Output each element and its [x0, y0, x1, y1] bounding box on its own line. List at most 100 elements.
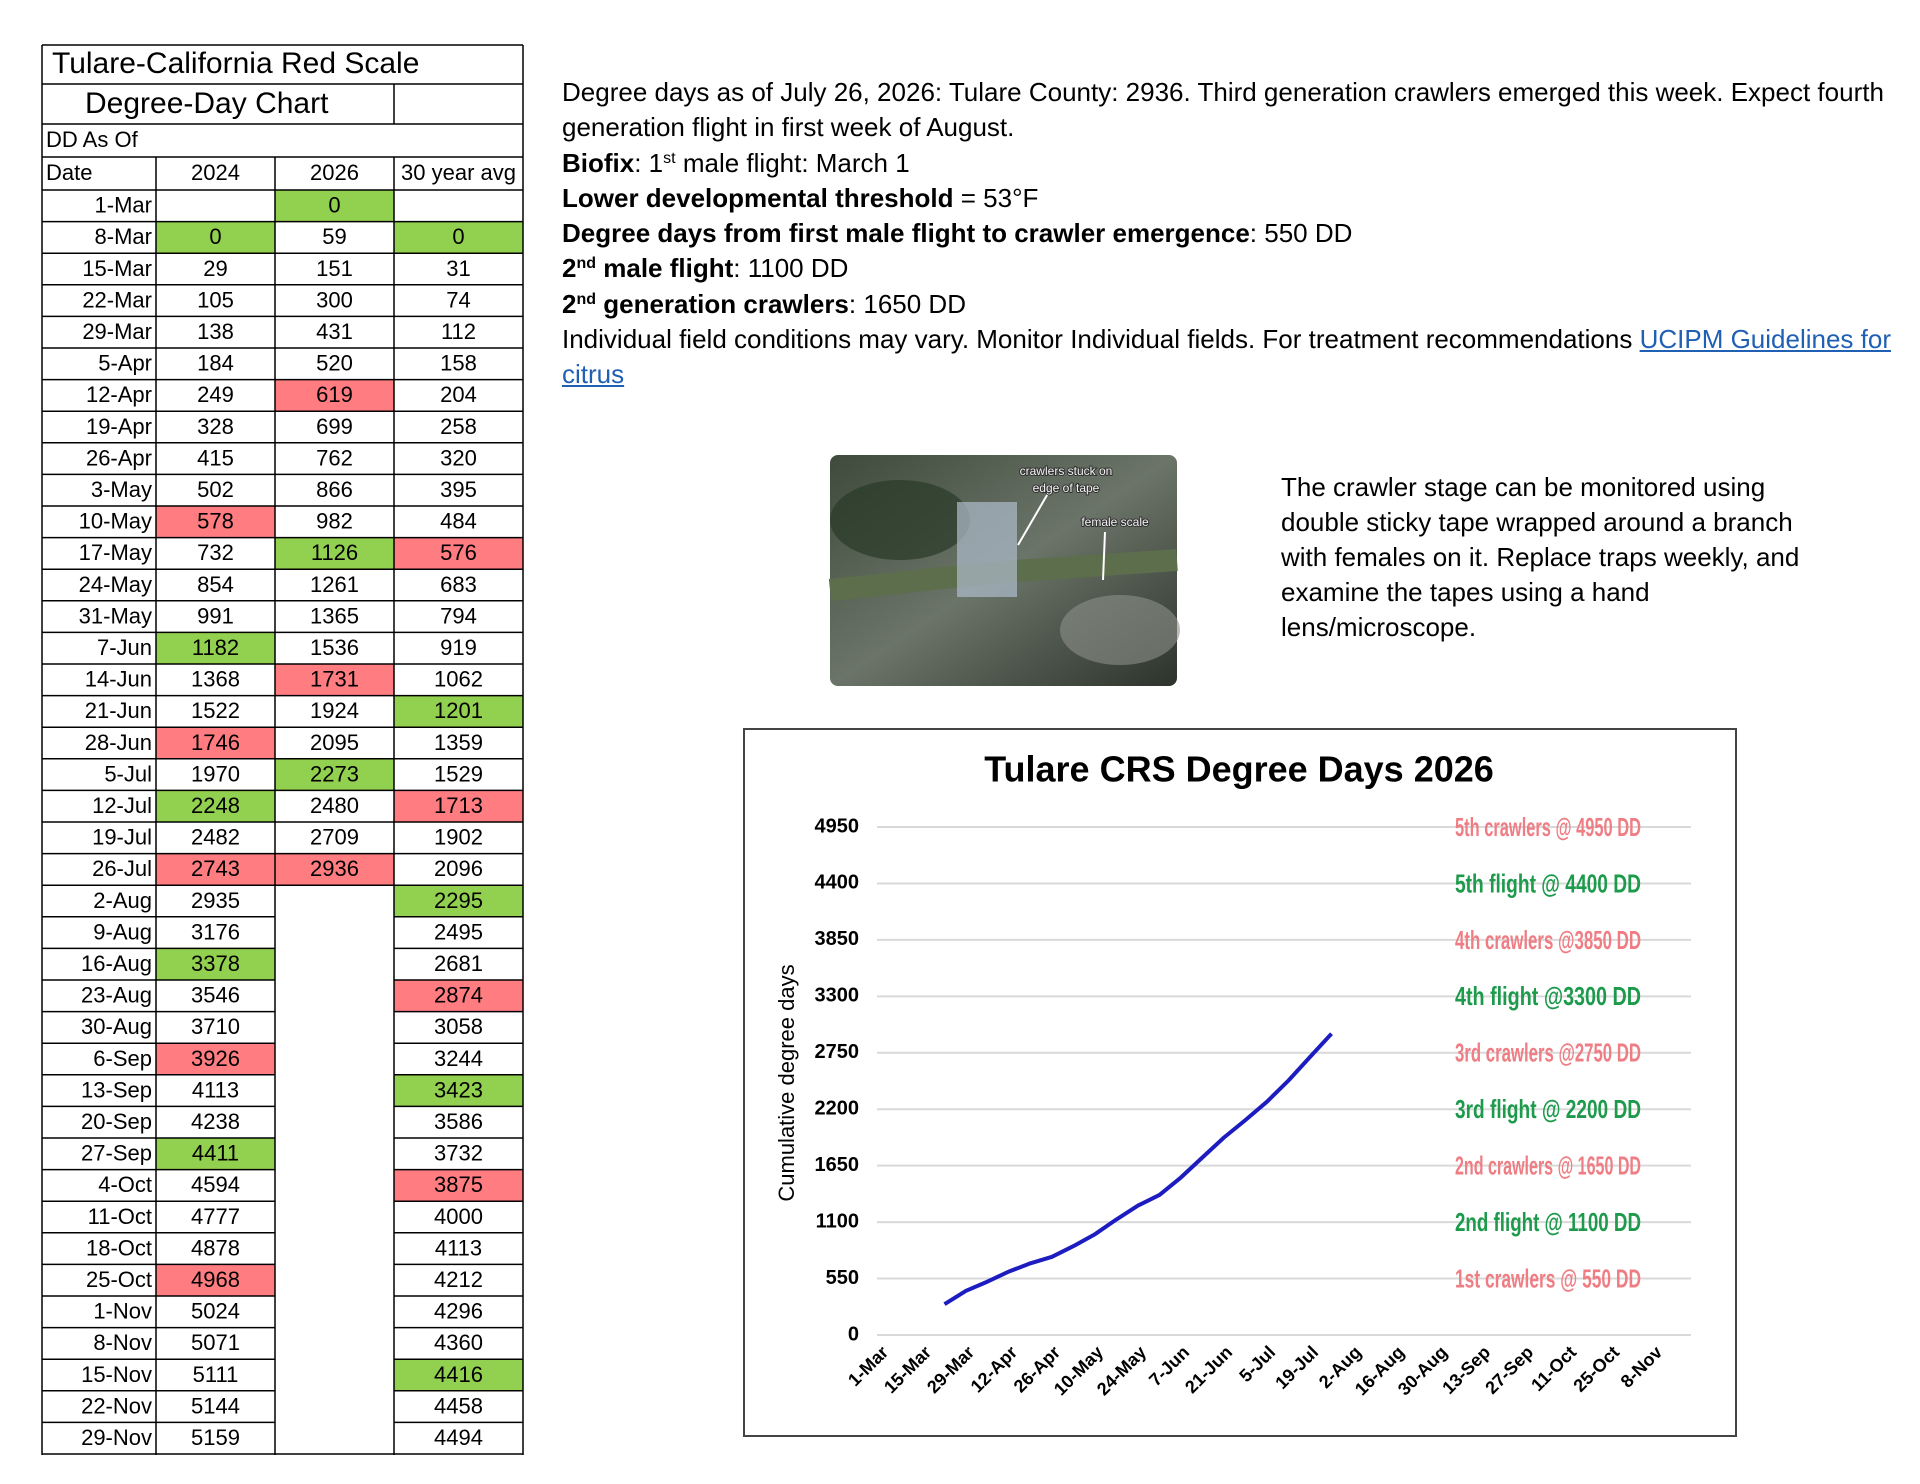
row-date: 18-Oct	[86, 1235, 152, 1260]
cell-value: 258	[440, 414, 477, 439]
column-header: 30 year avg	[401, 160, 516, 185]
text-run: Lower developmental threshold	[562, 182, 954, 213]
cell-value: 5159	[191, 1425, 240, 1450]
cell-value: 578	[197, 509, 234, 534]
cell-value: 1368	[191, 667, 240, 692]
cell-value: 4238	[191, 1109, 240, 1134]
cell-value: 5024	[191, 1299, 240, 1324]
link[interactable]: UCIPM Guidelines for citrus	[562, 324, 1891, 390]
cell-value: 1261	[310, 572, 359, 597]
cell-value: 3546	[191, 983, 240, 1008]
cell-highlight	[275, 537, 394, 570]
row-date: 21-Jun	[85, 698, 152, 723]
cell-value: 320	[440, 445, 477, 470]
info-line: Lower developmental threshold = 53°F	[562, 181, 1892, 216]
cell-value: 184	[197, 351, 234, 376]
cell-value: 2743	[191, 856, 240, 881]
cell-value: 1924	[310, 698, 359, 723]
row-date: 20-Sep	[81, 1109, 152, 1134]
cell-value: 59	[322, 224, 346, 249]
row-date: 12-Jul	[92, 793, 152, 818]
cell-value: 1365	[310, 603, 359, 628]
threshold-label: 2nd crawlers @ 1650 DD	[1455, 1151, 1641, 1181]
row-date: 26-Apr	[86, 445, 152, 470]
row-date: 12-Apr	[86, 382, 152, 407]
degree-day-table: Tulare-California Red Scale Degree-Day Ch…	[41, 44, 524, 1455]
cell-value: 4416	[434, 1362, 483, 1387]
cell-value: 4594	[191, 1172, 240, 1197]
cell-highlight	[394, 695, 523, 728]
row-date: 19-Apr	[86, 414, 152, 439]
text-run: male flight	[596, 253, 734, 284]
row-date: 15-Mar	[82, 256, 152, 281]
cell-value: 2295	[434, 888, 483, 913]
cell-value: 982	[316, 509, 353, 534]
text-run: nd	[576, 255, 597, 273]
cell-value: 328	[197, 414, 234, 439]
cell-value: 1126	[311, 540, 358, 565]
cell-value: 1201	[434, 698, 483, 723]
cell-value: 74	[446, 287, 470, 312]
photo-label: edge of tape	[1033, 481, 1100, 495]
y-tick-label: 2200	[815, 1098, 860, 1120]
text-run: : 1650 DD	[848, 288, 966, 319]
cell-value: 1536	[310, 635, 359, 660]
y-tick-label: 1650	[815, 1154, 860, 1176]
row-date: 14-Jun	[85, 667, 152, 692]
text-run: nd	[576, 290, 597, 308]
row-date: 22-Mar	[82, 287, 152, 312]
cell-highlight	[156, 1043, 275, 1075]
cell-value: 29	[203, 256, 227, 281]
cell-value: 3586	[434, 1109, 483, 1134]
cell-value: 0	[328, 193, 340, 218]
cell-value: 3058	[434, 1014, 483, 1039]
y-tick-label: 3850	[815, 928, 860, 950]
threshold-label: 4th flight @3300 DD	[1455, 981, 1641, 1011]
threshold-label: 1st crawlers @ 550 DD	[1455, 1263, 1641, 1293]
cell-highlight	[394, 537, 523, 570]
info-line: 2nd male flight: 1100 DD	[562, 251, 1892, 286]
text-run: Biofix	[562, 147, 635, 178]
cell-value: 1062	[434, 667, 483, 692]
text-run: = 53°F	[953, 182, 1039, 213]
cell-value: 0	[452, 224, 464, 249]
photo-label: female scale	[1081, 515, 1149, 529]
cell-value: 1359	[434, 730, 483, 755]
cell-value: 866	[316, 477, 353, 502]
cell-value: 2874	[434, 983, 483, 1008]
cell-value: 5071	[191, 1330, 240, 1355]
text-run: st	[663, 149, 676, 167]
cell-value: 2482	[191, 825, 240, 850]
cell-value: 4212	[434, 1267, 483, 1292]
chart-frame	[743, 728, 1737, 1437]
threshold-label: 4th crawlers @3850 DD	[1455, 925, 1641, 955]
cell-value: 2709	[310, 825, 359, 850]
cell-value: 699	[316, 414, 353, 439]
row-date: 13-Sep	[81, 1077, 152, 1102]
photo-label: crawlers stuck on	[1020, 464, 1113, 478]
y-axis-label: Cumulative degree days	[774, 964, 799, 1201]
cell-value: 4458	[434, 1393, 483, 1418]
photo-caption: The crawler stage can be monitored using…	[1281, 472, 1800, 642]
cell-value: 794	[440, 603, 477, 628]
table-subtitle: Degree-Day Chart	[85, 87, 329, 120]
cell-value: 3244	[434, 1046, 483, 1071]
cell-value: 4000	[434, 1204, 483, 1229]
cell-value: 415	[197, 445, 234, 470]
cell-value: 919	[440, 635, 477, 660]
cell-value: 1746	[191, 730, 240, 755]
cell-value: 4777	[191, 1204, 240, 1229]
info-line: 2nd generation crawlers: 1650 DD	[562, 287, 1892, 322]
cell-value: 112	[441, 319, 476, 344]
cell-value: 576	[440, 540, 477, 565]
row-date: 16-Aug	[81, 951, 152, 976]
info-line: Individual field conditions may vary. Mo…	[562, 322, 1892, 393]
cell-highlight	[275, 379, 394, 412]
threshold-label: 3rd flight @ 2200 DD	[1455, 1094, 1641, 1124]
row-date: 5-Apr	[98, 351, 152, 376]
cell-value: 2248	[191, 793, 240, 818]
row-date: 7-Jun	[97, 635, 152, 660]
cell-value: 3926	[191, 1046, 240, 1071]
cell-value: 4360	[434, 1330, 483, 1355]
